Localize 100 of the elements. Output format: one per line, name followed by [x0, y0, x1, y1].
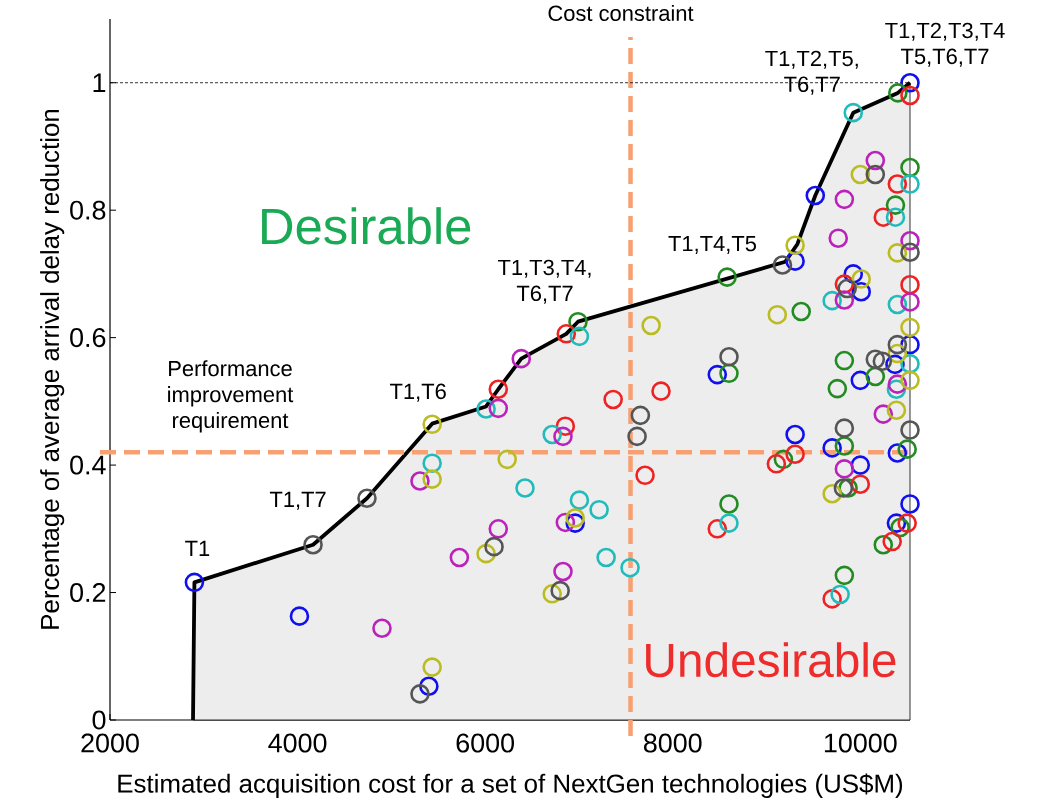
point — [719, 494, 739, 514]
y-tick-label: 1 — [93, 73, 106, 92]
annotation: T1 — [185, 540, 210, 556]
point — [834, 459, 855, 479]
point — [449, 547, 470, 568]
y-tick-label: 0.6 — [70, 328, 106, 348]
point — [772, 255, 793, 275]
point — [422, 414, 442, 435]
point — [900, 85, 920, 106]
point — [822, 290, 842, 311]
point — [641, 315, 661, 336]
point — [372, 618, 392, 639]
point — [422, 469, 442, 489]
y-tick-label: 0.4 — [70, 455, 106, 475]
point — [627, 426, 647, 447]
point — [515, 478, 535, 498]
point — [488, 379, 509, 400]
point — [569, 326, 590, 347]
point — [184, 572, 205, 593]
point — [900, 174, 920, 194]
point — [865, 164, 886, 185]
point — [476, 399, 496, 419]
point — [785, 444, 805, 465]
x-tick-label: 2000 — [81, 733, 139, 753]
point — [717, 267, 737, 287]
point — [289, 606, 310, 626]
point — [791, 301, 812, 322]
annotation: T1,T7 — [269, 491, 326, 510]
point — [596, 547, 616, 568]
point — [553, 561, 573, 582]
ref-line-label: Cost constraint — [548, 4, 694, 22]
point — [900, 317, 920, 338]
y-tick-label: 0.2 — [70, 583, 106, 603]
point — [410, 471, 430, 491]
point — [707, 364, 728, 385]
point — [822, 483, 842, 504]
point — [834, 290, 855, 310]
point — [872, 351, 893, 372]
point — [900, 494, 920, 514]
x-tick-label: 8000 — [643, 733, 702, 753]
ref-line-label: Performance improvement requirement — [168, 360, 294, 433]
point — [897, 439, 917, 459]
point — [833, 478, 854, 498]
point — [834, 565, 855, 586]
point — [827, 378, 848, 399]
annotation: T1,T6 — [390, 383, 446, 402]
point — [484, 536, 504, 557]
point — [767, 304, 788, 325]
point — [707, 519, 728, 539]
point — [822, 438, 842, 458]
y-tick-label: 0.8 — [70, 200, 106, 220]
point — [900, 292, 920, 312]
point — [488, 519, 509, 539]
point — [785, 235, 805, 256]
point — [882, 531, 902, 552]
point — [357, 488, 377, 509]
point — [834, 418, 855, 438]
x-axis-title: Estimated acquisition cost for a set of NextGen technologies (US$M) — [118, 773, 903, 798]
point — [873, 534, 894, 555]
annotation: Desirable — [262, 207, 471, 245]
point — [887, 174, 908, 194]
point — [843, 102, 864, 123]
point — [900, 420, 920, 440]
point — [837, 278, 857, 299]
point — [886, 400, 907, 421]
point — [651, 381, 671, 401]
point — [542, 584, 563, 604]
point — [885, 207, 906, 227]
x-tick-label: 4000 — [268, 733, 327, 753]
point — [897, 513, 917, 533]
point — [887, 443, 908, 463]
point — [497, 449, 517, 470]
point — [900, 274, 920, 295]
point — [565, 508, 585, 528]
point — [888, 83, 908, 103]
point — [850, 164, 871, 185]
annotation: T1,T3,T4, T6,T7 — [498, 259, 591, 304]
point — [630, 405, 651, 426]
annotation: T1,T2,T5, T6,T7 — [765, 50, 858, 95]
point — [834, 189, 855, 210]
point — [553, 426, 573, 447]
y-tick-label: 0 — [92, 710, 106, 730]
point — [422, 657, 442, 677]
x-tick-label: 6000 — [456, 733, 514, 753]
point — [488, 398, 509, 419]
x-tick-label: 10000 — [824, 733, 897, 753]
point — [410, 684, 430, 704]
point — [873, 207, 894, 227]
point — [603, 389, 623, 410]
point — [550, 580, 570, 601]
point — [830, 584, 850, 605]
point — [620, 557, 640, 578]
point — [834, 350, 855, 371]
point — [303, 534, 323, 555]
point — [569, 490, 590, 510]
annotation: Undesirable — [646, 642, 896, 678]
point — [719, 346, 739, 367]
point — [556, 324, 577, 344]
point — [511, 348, 532, 369]
point — [887, 374, 908, 394]
